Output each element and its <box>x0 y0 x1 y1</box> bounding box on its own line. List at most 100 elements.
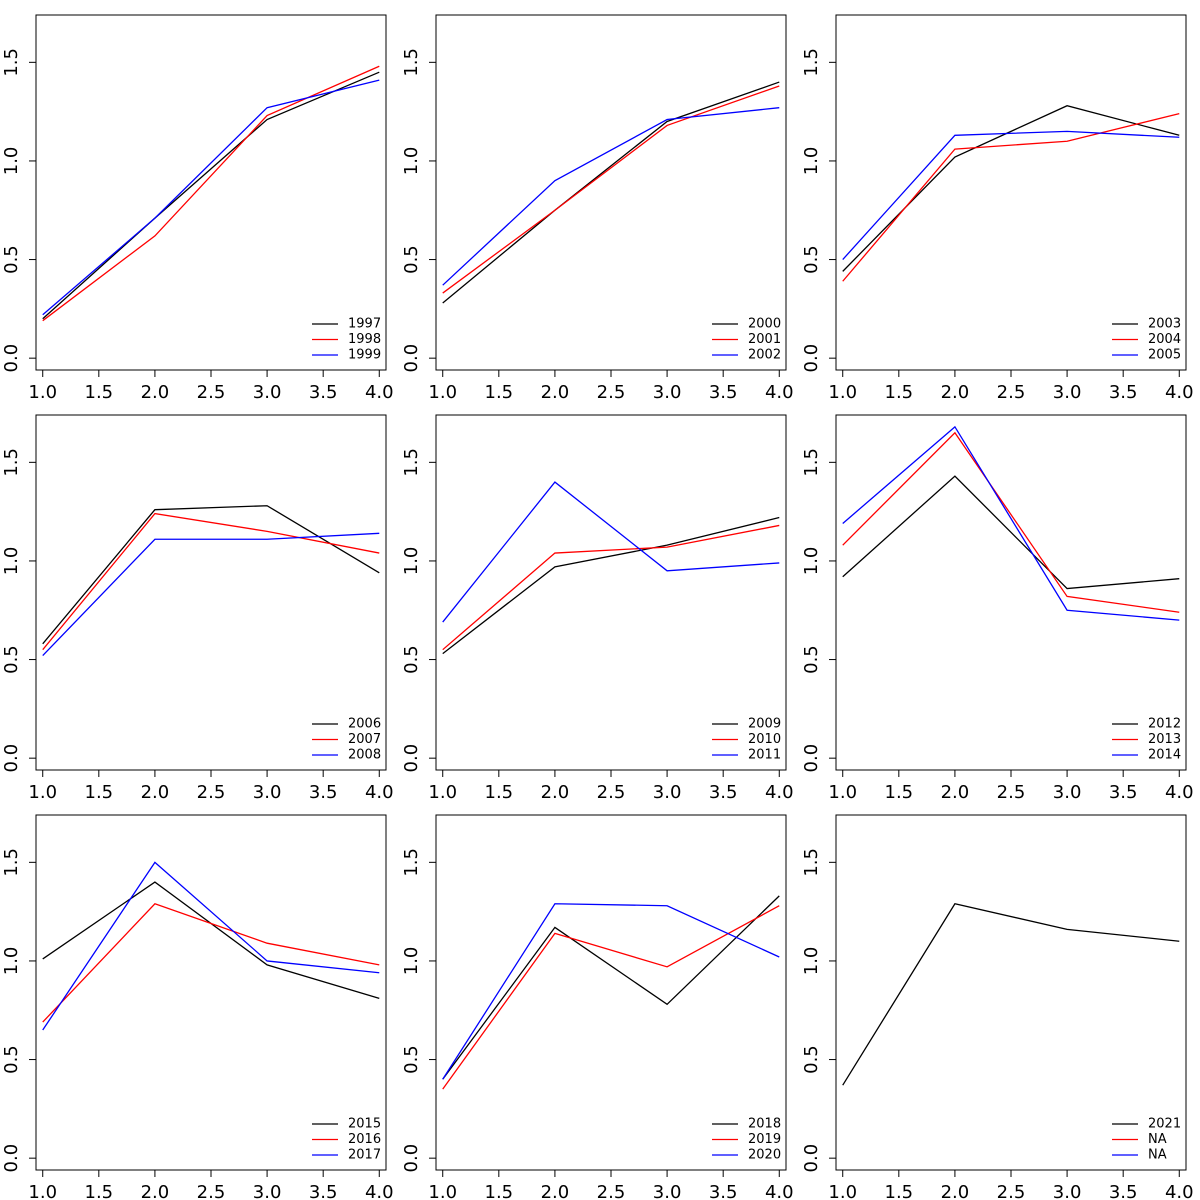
x-tick-label: 2.5 <box>597 782 626 803</box>
y-tick-label: 0.5 <box>801 245 822 274</box>
x-tick-label: 2.0 <box>541 382 570 403</box>
series-line <box>42 902 380 1023</box>
y-tick-label: 0.0 <box>401 1144 422 1173</box>
panel: 1.0 1.5 2.0 2.5 3.0 3.5 4.00.00.51.01.52021NAN… <box>801 814 1194 1200</box>
x-tick-label: 4.0 <box>765 782 794 803</box>
y-tick-label: 1.5 <box>401 448 422 477</box>
y-tick-label: 0.0 <box>401 344 422 373</box>
x-tick-label: 3.0 <box>253 782 282 803</box>
legend-label: 2001 <box>748 332 781 347</box>
y-tick-label: 1.5 <box>1 448 22 477</box>
x-tick-label: 4.0 <box>1165 782 1194 803</box>
legend-label: 2004 <box>1148 332 1181 347</box>
panel: 1.0 1.5 2.0 2.5 3.0 3.5 4.0 0.0 0.5 1.0 1.5 2018201… <box>401 814 794 1200</box>
x-tick-label: 2.0 <box>941 1182 970 1200</box>
panel: 1.0 1.5 2.0 2.5 3.0 3.5 4.00.00.51.01.52015201… <box>1 814 394 1200</box>
y-tick-label: 1.0 <box>401 147 422 176</box>
x-tick-label: 3.5 <box>1109 1182 1138 1200</box>
x-tick-label: 2.0 <box>141 382 170 403</box>
y-tick-label: 0.5 <box>401 1045 422 1074</box>
x-tick-label: 2.0 <box>541 782 570 803</box>
y-tick-label: 0.5 <box>401 245 422 274</box>
series-line <box>42 512 380 651</box>
y-tick-label: 0.0 <box>1 744 22 773</box>
x-tick-label: 3.0 <box>253 382 282 403</box>
x-tick-label: 2.5 <box>997 782 1026 803</box>
legend-label: 2017 <box>348 1148 381 1163</box>
legend-label: 2007 <box>348 732 381 747</box>
x-tick-label: 3.5 <box>309 1182 338 1200</box>
x-tick-label: 1.0 <box>828 782 857 803</box>
x-tick-label: 2.0 <box>941 782 970 803</box>
series-line <box>842 431 1180 613</box>
x-tick-label: 3.0 <box>653 382 682 403</box>
series-line <box>42 65 380 322</box>
plot-box <box>435 814 787 1171</box>
y-tick-label: 0.0 <box>801 744 822 773</box>
x-tick-label: 3.5 <box>709 1182 738 1200</box>
legend-label: 2018 <box>748 1117 781 1132</box>
x-tick-label: 4.0 <box>765 1182 794 1200</box>
x-tick-label: 2.5 <box>597 1182 626 1200</box>
plot-box <box>35 814 387 1171</box>
x-tick-label: 2.0 <box>541 1182 570 1200</box>
x-tick-label: 2.5 <box>997 382 1026 403</box>
x-tick-label: 1.0 <box>28 382 57 403</box>
x-tick-label: 2.0 <box>941 382 970 403</box>
plot-box <box>35 414 387 771</box>
y-tick-label: 0.5 <box>1 645 22 674</box>
legend-label: 2006 <box>348 717 381 732</box>
legend-label: 2021 <box>1148 1117 1181 1132</box>
y-tick-label: 1.5 <box>401 848 422 877</box>
series-line <box>442 903 780 1080</box>
panel: 1.0 1.5 2.0 2.5 3.0 3.5 4.00.00.51.01.52000200… <box>401 14 794 403</box>
legend-label: 2019 <box>748 1132 781 1147</box>
panel: 1.0 1.5 2.0 2.5 3.0 3.5 4.00.00.51.01.52012201… <box>801 414 1194 803</box>
x-tick-label: 3.0 <box>1053 382 1082 403</box>
x-tick-label: 1.5 <box>85 1182 114 1200</box>
x-tick-label: 1.5 <box>485 382 514 403</box>
series-line <box>842 105 1180 272</box>
legend-label: NA <box>1148 1148 1167 1163</box>
x-tick-label: 2.5 <box>197 382 226 403</box>
plot-box <box>835 14 1187 371</box>
panel: 1.0 1.5 2.0 2.5 3.0 3.5 4.00.00.51.01.52003200… <box>801 14 1194 403</box>
panel: 1.0 1.5 2.0 2.5 3.0 3.5 4.00.00.51.01.52009201… <box>401 414 794 803</box>
y-tick-label: 1.0 <box>801 147 822 176</box>
series-line <box>442 524 780 651</box>
x-tick-label: 3.5 <box>309 782 338 803</box>
series-line <box>42 505 380 645</box>
y-tick-label: 1.5 <box>401 48 422 77</box>
legend-label: 2013 <box>1148 732 1181 747</box>
legend-label: 2020 <box>748 1148 781 1163</box>
x-tick-label: 4.0 <box>765 382 794 403</box>
series-line <box>842 903 1180 1086</box>
x-tick-label: 1.5 <box>885 1182 914 1200</box>
legend-label: 1999 <box>348 348 381 363</box>
series-line <box>42 881 380 1000</box>
x-tick-label: 4.0 <box>1165 382 1194 403</box>
x-tick-label: 4.0 <box>365 782 394 803</box>
plot-box <box>835 414 1187 771</box>
x-tick-label: 1.5 <box>485 782 514 803</box>
series-line <box>442 107 780 286</box>
x-tick-label: 3.5 <box>1109 782 1138 803</box>
x-tick-label: 4.0 <box>365 382 394 403</box>
panel: 1.0 1.5 2.0 2.5 3.0 3.5 4.00.00.51.01.51997199… <box>1 14 394 403</box>
x-tick-label: 1.5 <box>85 382 114 403</box>
series-line <box>42 532 380 657</box>
x-tick-label: 3.0 <box>253 1182 282 1200</box>
y-tick-label: 1.5 <box>1 848 22 877</box>
legend-label: 2014 <box>1148 748 1181 763</box>
plot-box <box>435 14 787 371</box>
legend-label: 2008 <box>348 748 381 763</box>
x-tick-label: 1.0 <box>28 782 57 803</box>
y-tick-label: 1.0 <box>1 147 22 176</box>
y-tick-label: 0.5 <box>1 245 22 274</box>
legend-label: 2002 <box>748 348 781 363</box>
series-line <box>42 71 380 320</box>
y-tick-label: 1.5 <box>801 448 822 477</box>
x-tick-label: 2.5 <box>597 382 626 403</box>
